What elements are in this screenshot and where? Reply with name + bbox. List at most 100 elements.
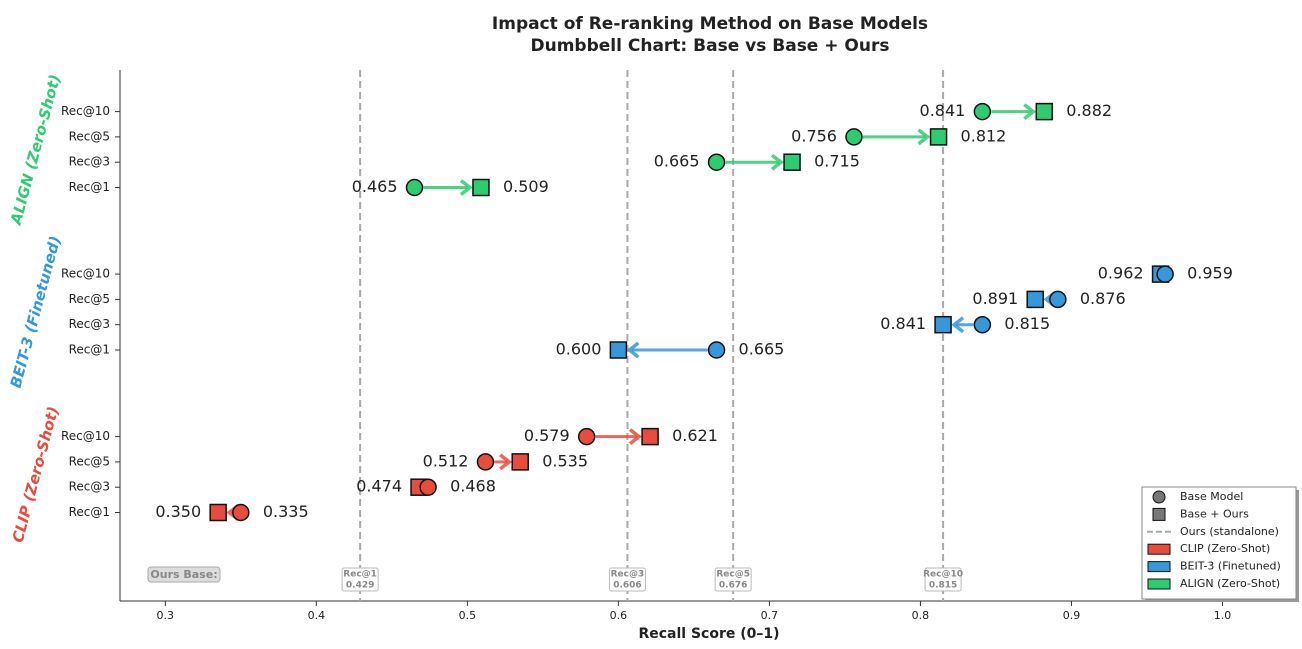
arrow-head [1023, 103, 1037, 120]
value-label: 0.509 [503, 177, 549, 196]
base-marker [232, 503, 250, 522]
ours-marker [209, 503, 227, 522]
base-marker [577, 427, 596, 446]
reference-title-box [147, 566, 221, 583]
ours-marker [929, 128, 948, 146]
base-marker [405, 178, 424, 197]
group-label: ALIGN (Zero-Shot) [7, 72, 65, 227]
value-label: 0.621 [672, 426, 718, 445]
x-axis-label: Recall Score (0–1) [638, 626, 779, 642]
group-label: CLIP (Zero-Shot) [9, 404, 63, 544]
ours-marker [511, 453, 529, 471]
reference-name: Rec@10 [923, 570, 963, 580]
value-label: 0.962 [1098, 264, 1144, 283]
base-marker [707, 153, 726, 171]
value-label: 0.876 [1080, 289, 1126, 308]
x-tick-label: 1.0 [1214, 609, 1232, 622]
x-tick-label: 0.4 [308, 609, 326, 622]
legend-label: BEIT-3 (Finetuned) [1180, 560, 1281, 573]
group-label: BEIT-3 (Finetuned) [7, 234, 65, 390]
reference-title: Ours Base: [150, 568, 217, 581]
legend-label: Ours (standalone) [1180, 525, 1279, 538]
chart-title: Impact of Re-ranking Method on Base Mode… [492, 14, 928, 34]
arrow-head [951, 316, 965, 334]
reference-box [341, 567, 379, 592]
value-label: 0.841 [920, 101, 966, 120]
y-tick-label: Rec@5 [69, 292, 110, 306]
y-tick-label: Rec@1 [69, 343, 110, 357]
base-marker [707, 341, 726, 359]
legend-marker [1147, 561, 1171, 573]
x-tick-label: 0.8 [912, 609, 930, 622]
value-label: 0.465 [352, 177, 398, 196]
legend-label: ALIGN (Zero-Shot) [1180, 577, 1280, 590]
value-label: 0.882 [1066, 101, 1112, 120]
value-label: 0.600 [556, 340, 602, 359]
reference-value: 0.606 [613, 581, 641, 591]
x-tick-label: 0.7 [761, 609, 779, 622]
value-label: 0.812 [961, 126, 1007, 145]
y-tick-label: Rec@10 [61, 104, 110, 118]
arrow-head [629, 428, 642, 445]
legend-marker [1147, 578, 1171, 590]
reference-value: 0.676 [719, 581, 747, 591]
x-tick-label: 0.6 [610, 609, 628, 622]
y-tick-label: Rec@5 [69, 454, 110, 468]
arrow-head [499, 453, 513, 471]
ours-marker [934, 315, 952, 334]
arrow-head [626, 341, 640, 359]
value-label: 0.665 [739, 340, 785, 359]
base-marker [419, 478, 437, 496]
value-label: 0.815 [1004, 314, 1050, 333]
x-tick-label: 0.9 [1063, 609, 1081, 622]
reference-name: Rec@1 [343, 570, 377, 580]
legend-marker [1152, 507, 1166, 521]
x-tick-label: 0.5 [459, 609, 477, 622]
base-marker [845, 128, 863, 146]
reference-value: 0.429 [346, 581, 374, 591]
y-tick-label: Rec@10 [61, 429, 110, 443]
legend-label: Base Model [1180, 490, 1243, 503]
value-label: 0.512 [423, 451, 469, 470]
arrow-head [917, 128, 931, 146]
reference-name: Rec@3 [611, 570, 645, 580]
value-label: 0.715 [814, 152, 860, 171]
base-marker [476, 453, 495, 471]
value-label: 0.535 [542, 451, 588, 470]
y-tick-label: Rec@3 [69, 155, 110, 169]
value-label: 0.841 [880, 314, 926, 333]
ours-marker [783, 153, 801, 171]
value-label: 0.335 [263, 502, 309, 521]
reference-name: Rec@5 [716, 570, 750, 580]
reference-box [714, 567, 752, 592]
y-tick-label: Rec@3 [69, 317, 110, 331]
value-label: 0.756 [791, 126, 837, 145]
ours-marker [472, 178, 490, 197]
value-label: 0.468 [450, 477, 496, 496]
value-label: 0.579 [524, 426, 570, 445]
y-tick-label: Rec@10 [61, 267, 110, 281]
base-marker [973, 315, 992, 334]
value-label: 0.350 [155, 502, 201, 521]
value-label: 0.665 [654, 152, 700, 171]
y-tick-label: Rec@1 [69, 505, 110, 519]
ours-marker [1026, 290, 1044, 309]
ours-marker [641, 427, 659, 446]
reference-box [924, 567, 962, 592]
y-tick-label: Rec@3 [69, 480, 110, 494]
legend-label: Base + Ours [1180, 507, 1249, 520]
base-marker [1049, 290, 1067, 309]
ours-marker [609, 341, 628, 359]
reference-value: 0.815 [929, 581, 957, 591]
legend-marker [1147, 543, 1171, 555]
y-tick-label: Rec@5 [69, 129, 110, 143]
legend-label: CLIP (Zero-Shot) [1180, 542, 1270, 555]
value-label: 0.891 [972, 289, 1018, 308]
arrow-head [459, 179, 473, 196]
reference-box [608, 567, 646, 592]
base-marker [1156, 265, 1174, 283]
arrow-head [770, 153, 784, 171]
value-label: 0.474 [356, 477, 402, 496]
ours-marker [1035, 102, 1054, 121]
